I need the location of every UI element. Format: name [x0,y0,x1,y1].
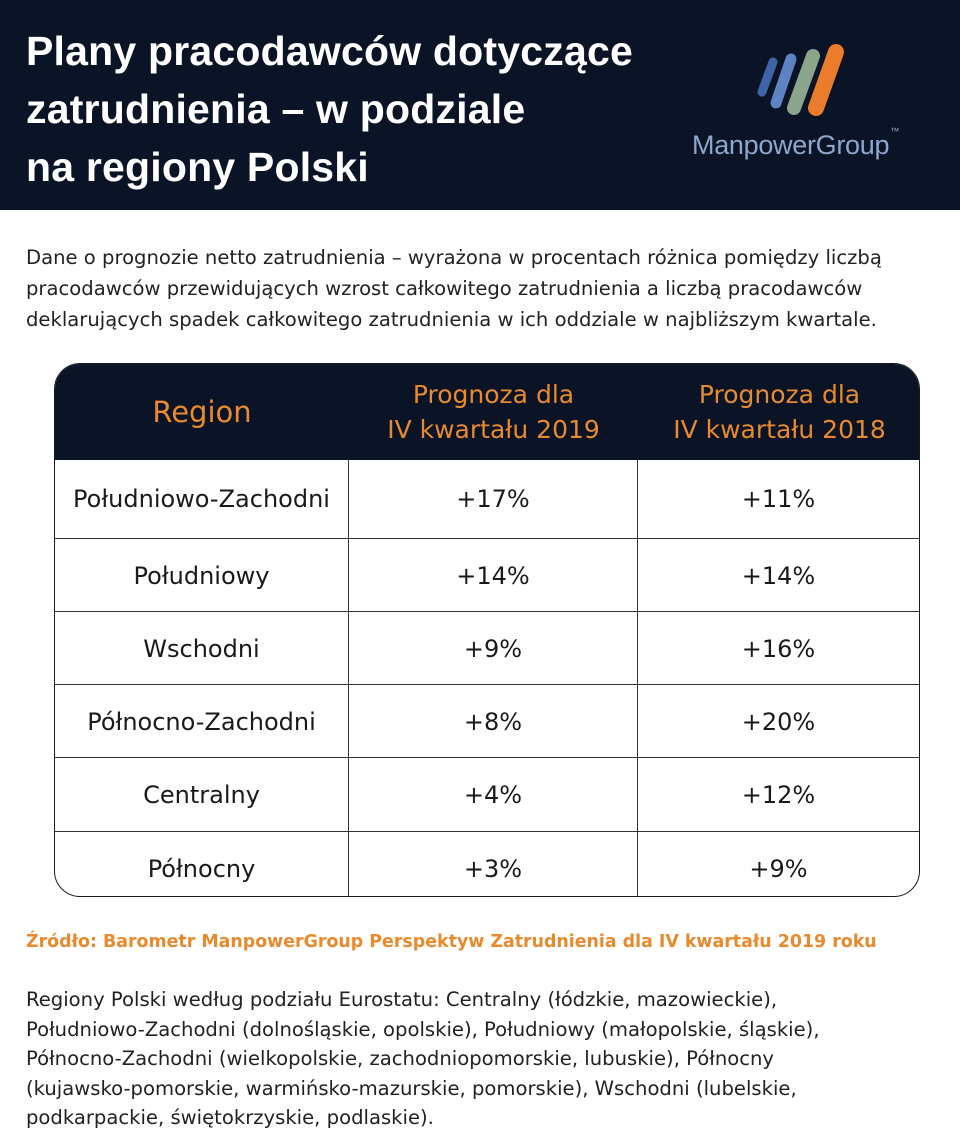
title-line: Plany pracodawców dotyczące [26,28,633,74]
table-row: Północny +3% +9% [55,831,919,896]
source-note: Źródło: Barometr ManpowerGroup Perspekty… [26,932,877,952]
region-cell: Południowy [55,539,349,612]
forecast-2018-cell: +12% [741,781,816,809]
intro-line: Dane o prognozie netto zatrudnienia – wy… [26,246,882,269]
title-line: na regiony Polski [26,144,369,190]
title-line: zatrudnienia – w podziale [26,86,526,132]
footnote-paragraph: Regiony Polski według podziału Eurostatu… [26,985,938,1133]
logo-wordmark: ManpowerGroup™ [692,126,899,160]
region-cell: Północno-Zachodni [55,685,349,758]
forecast-2018-cell: +9% [749,854,808,883]
forecast-2018-cell: +20% [741,707,816,736]
column-header-region: Region [152,394,252,429]
forecast-2019-cell: +4% [349,758,638,832]
forecast-2019-cell: +9% [349,612,638,685]
regional-forecast-table: Region Prognoza dla IV kwartału 2019 Prog… [54,363,920,897]
table-row: Południowy +14% +14% [55,538,919,612]
region-cell: Centralny [55,758,349,832]
table-row: Wschodni +9% +16% [55,611,919,685]
region-cell: Wschodni [55,612,349,685]
column-header-q4-2019: Prognoza dla IV kwartału 2019 [387,380,600,444]
manpowergroup-logo-icon [757,44,844,116]
region-cell: Południowo-Zachodni [55,460,349,538]
forecast-2018-cell: +14% [741,561,816,590]
intro-line: pracodawców przewidujących wzrost całkow… [26,277,863,300]
region-cell: Północny [55,832,349,896]
forecast-2018-cell: +16% [741,634,816,663]
forecast-2019-cell: +8% [349,685,638,758]
intro-line: deklarujących spadek całkowitego zatrudn… [26,308,877,331]
footnote-line: (kujawsko-pomorskie, warmińsko-mazurskie… [26,1076,797,1100]
forecast-2019-cell: +14% [349,539,638,612]
forecast-2019-cell: +3% [349,832,638,896]
footnote-line: Regiony Polski według podziału Eurostatu… [26,988,778,1011]
forecast-2019-cell: +17% [349,460,638,538]
table-header: Region Prognoza dla IV kwartału 2019 Prog… [55,364,919,460]
footnote-line: Północno-Zachodni (wielkopolskie, zachod… [26,1047,775,1070]
page-title: Plany pracodawców dotyczące zatrudnienia… [26,22,706,196]
footnote-line: podkarpackie, świętokrzyskie, podlaskie)… [26,1106,434,1129]
header-banner: Plany pracodawców dotyczące zatrudnienia… [0,0,960,210]
table-row: Północno-Zachodni +8% +20% [55,684,919,758]
table-row: Centralny +4% +12% [55,757,919,832]
column-header-q4-2018: Prognoza dla IV kwartału 2018 [673,380,886,444]
intro-paragraph: Dane o prognozie netto zatrudnienia – wy… [26,242,938,335]
table-row: Południowo-Zachodni +17% +11% [55,460,919,538]
footnote-line: Południowo-Zachodni (dolnośląskie, opols… [26,1017,820,1041]
forecast-2018-cell: +11% [741,485,816,513]
